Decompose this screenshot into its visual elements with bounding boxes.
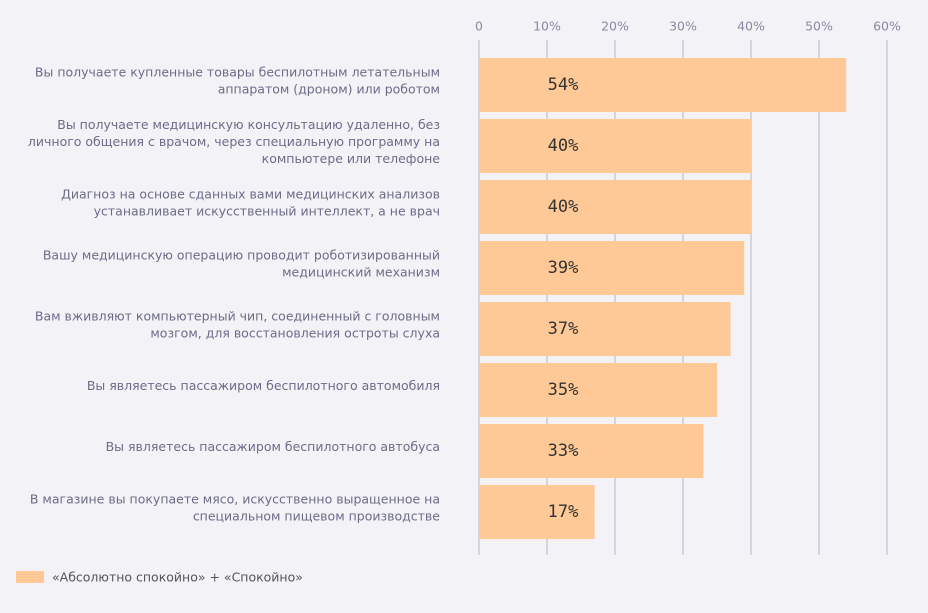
x-tick-label: 50% (805, 19, 833, 34)
x-tick-label: 20% (601, 19, 629, 34)
bar (479, 363, 717, 417)
value-label: 37% (548, 319, 579, 339)
category-label: Вы получаете медицинскую консультацию уд… (28, 117, 440, 166)
bar (479, 180, 751, 234)
category-label: Вы являетесь пассажиром беспилотного авт… (87, 378, 440, 393)
x-tick-label: 40% (737, 19, 765, 34)
x-tick-label: 30% (669, 19, 697, 34)
value-label: 17% (548, 502, 579, 522)
bar (479, 119, 751, 173)
category-label: В магазине вы покупаете мясо, искусствен… (30, 491, 440, 523)
bar (479, 241, 745, 295)
category-label: Вы являетесь пассажиром беспилотного авт… (106, 439, 440, 454)
bar (479, 424, 704, 478)
value-label: 35% (548, 380, 579, 400)
x-tick-label: 0 (475, 19, 483, 34)
x-tick-label: 60% (873, 19, 901, 34)
value-label: 40% (548, 197, 579, 217)
legend-label: «Абсолютно спокойно» + «Спокойно» (52, 570, 303, 585)
value-label: 39% (548, 258, 579, 278)
category-label: Вы получаете купленные товары беспилотны… (35, 64, 440, 96)
category-label: Вам вживляют компьютерный чип, соединенн… (35, 308, 440, 340)
value-label: 33% (548, 441, 579, 461)
value-label: 54% (548, 75, 579, 95)
category-label: Диагноз на основе сданных вами медицинск… (61, 186, 440, 218)
value-label: 40% (548, 136, 579, 156)
legend-swatch (16, 571, 44, 583)
bar (479, 58, 847, 112)
category-label: Вашу медицинскую операцию проводит робот… (43, 247, 440, 279)
bar (479, 485, 595, 539)
bar (479, 302, 731, 356)
x-tick-label: 10% (533, 19, 561, 34)
